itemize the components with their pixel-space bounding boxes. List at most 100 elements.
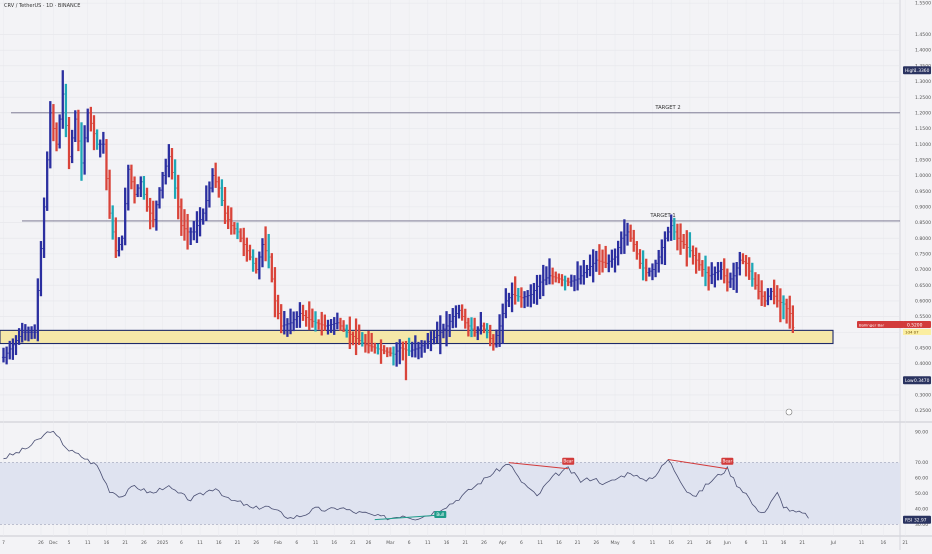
bollinger-value-text: 0.5200 (907, 322, 923, 328)
last-price-text: 1d4 07 (905, 329, 919, 334)
time-tick-label: 5 (68, 540, 71, 546)
price-tick-label: 0.5500 (915, 314, 931, 320)
time-axis: 7 26 Dec 5 11 16 21 26 2025 6 11 16 21 26 Feb 6 11 16 21 26… (2, 540, 908, 546)
time-tick-label: 11 (859, 540, 865, 546)
time-tick-label: 26 (481, 540, 487, 546)
time-tick-label: 11 (425, 540, 431, 546)
price-tick-label: 0.6000 (915, 298, 931, 304)
divergence-tag (562, 457, 575, 465)
rsi-tick-label: 60.00 (915, 476, 928, 482)
time-tick-label: 6 (408, 540, 411, 546)
last-price-tag (903, 328, 931, 335)
bollinger-name-text: Bollinger Bar (859, 322, 885, 327)
time-tick-label: Feb (274, 540, 282, 546)
price-tick-label: 0.3000 (915, 393, 931, 399)
price-tick-label: 1.2500 (915, 95, 931, 101)
price-tick-label: 1.4500 (915, 32, 931, 38)
axis-price-tag-value: 1.3360 (914, 68, 930, 74)
time-tick-label: 16 (781, 540, 787, 546)
time-tick-label: 16 (881, 540, 887, 546)
rsi-tick-label: 90.00 (915, 429, 928, 435)
rsi-pane: 90.00 70.00 60.00 50.00 40.00 30.00 Bear Bear Bu… (0, 429, 931, 528)
time-tick-label: 16 (668, 540, 674, 546)
support-zone (0, 329, 834, 345)
price-tick-label: 0.9500 (915, 189, 931, 195)
time-tick-label: 11 (197, 540, 203, 546)
divergence-tag (434, 511, 447, 519)
divergence-line (667, 458, 728, 470)
event-marker[interactable] (785, 408, 793, 416)
time-tick-label: Jun (723, 540, 731, 546)
price-tick-label: 0.7000 (915, 267, 931, 273)
price-tick-label: 1.5500 (915, 1, 931, 7)
divergence-tag-text: Bear (563, 459, 573, 464)
price-tick-label: 0.9000 (915, 204, 931, 210)
price-tick-label: 0.7500 (915, 251, 931, 257)
symbol-title: CRV / TetherUS · 1D · BINANCE (4, 3, 81, 9)
rsi-tick-label: 30.00 (915, 522, 928, 528)
rsi-tick-label: 50.00 (915, 491, 928, 497)
time-tick-label: 26 (38, 540, 44, 546)
divergence-line (508, 462, 569, 470)
time-tick-label: 16 (556, 540, 562, 546)
axis-price-tag-text: Low (905, 378, 914, 384)
main-pane-bg (0, 0, 932, 420)
rsi-tick-label: 40.00 (915, 506, 928, 512)
time-tick-label: 21 (799, 540, 805, 546)
time-tick-label: 16 (444, 540, 450, 546)
price-tick-label: 1.4000 (915, 48, 931, 54)
time-tick-label: Mar (386, 540, 394, 546)
rsi-tick-label: 70.00 (915, 460, 928, 466)
time-tick-label: 7 (2, 540, 5, 546)
time-tick-label: 11 (85, 540, 91, 546)
time-tick-label: 11 (650, 540, 656, 546)
rsi-band-fill (0, 462, 900, 525)
time-tick-label: 6 (180, 540, 183, 546)
price-tick-label: 1.2000 (915, 110, 931, 116)
time-tick-label: 16 (104, 540, 110, 546)
target-level-label: TARGET 2 (654, 105, 680, 111)
price-tick-label: 1.1000 (915, 142, 931, 148)
rsi-value-tag (903, 515, 931, 524)
time-tick-label: May (610, 540, 619, 546)
price-tick-label: 1.1500 (915, 126, 931, 132)
time-tick-label: 26 (594, 540, 600, 546)
time-tick-label: 26 (253, 540, 259, 546)
time-tick-label: 21 (687, 540, 693, 546)
axis-price-tag (903, 376, 931, 385)
divergence-tag-text: Bear (722, 459, 732, 464)
time-tick-label: 2025 (157, 540, 168, 546)
divergence-line (374, 514, 441, 521)
price-axis: 1.55001.45001.40001.35001.30001.25001.20… (857, 1, 931, 414)
time-tick-label: 21 (575, 540, 581, 546)
time-tick-label: Apr (499, 540, 507, 546)
price-tick-label: 0.8500 (915, 220, 931, 226)
time-tick-label: 16 (331, 540, 337, 546)
time-tick-label: 11 (762, 540, 768, 546)
time-tick-label: 21 (462, 540, 468, 546)
axis-price-tag-value: 0.3470 (914, 378, 930, 384)
divergence-tag (721, 457, 734, 465)
time-tick-label: 6 (745, 540, 748, 546)
target-levels: TARGET 2 TARGET 1 (11, 105, 900, 222)
price-tick-label: 0.4500 (915, 346, 931, 352)
time-tick-label: 26 (706, 540, 712, 546)
bollinger-name-tag (857, 320, 904, 328)
time-tick-label: 26 (366, 540, 372, 546)
time-tick-label: 6 (520, 540, 523, 546)
time-tick-label: 21 (902, 540, 908, 546)
axis-price-tag (903, 66, 931, 75)
price-tick-label: 1.3000 (915, 79, 931, 85)
time-tick-label: Dec (49, 540, 58, 546)
price-tick-label: 1.0000 (915, 173, 931, 179)
time-tick-label: 16 (216, 540, 222, 546)
price-tick-label: 0.2500 (915, 408, 931, 414)
axis-price-tag-text: High (905, 68, 915, 74)
bollinger-value-tag (903, 320, 931, 328)
price-tick-label: 0.6500 (915, 283, 931, 289)
time-tick-label: 6 (295, 540, 298, 546)
time-tick-label: 11 (537, 540, 543, 546)
time-tick-label: 21 (122, 540, 128, 546)
